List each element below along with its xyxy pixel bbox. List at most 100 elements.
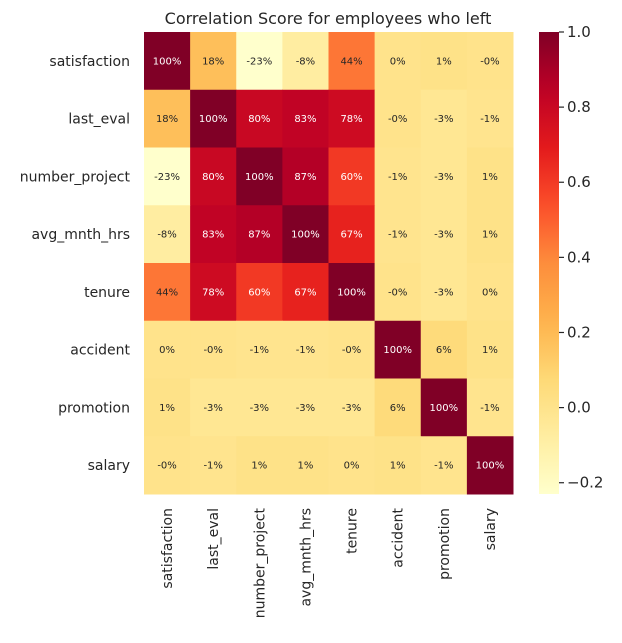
y-tick-label: accident bbox=[70, 343, 130, 359]
x-tick-label: number_project bbox=[252, 507, 268, 618]
cell-annotation: -8% bbox=[157, 230, 176, 241]
heatmap-cell bbox=[420, 205, 468, 264]
x-tick-label: accident bbox=[391, 507, 407, 567]
colorbar-tick-label: −0.2 bbox=[567, 474, 603, 492]
heatmap-cell bbox=[466, 378, 514, 437]
heatmap-cell bbox=[420, 32, 468, 91]
cell-annotation: 6% bbox=[436, 345, 452, 356]
cell-annotation: 87% bbox=[294, 172, 316, 183]
colorbar-ticks: 1.0 0.8 0.6 0.4 0.2 0.0 −0.2 bbox=[559, 23, 603, 492]
heatmap-cell bbox=[190, 147, 237, 206]
y-tick-label: satisfaction bbox=[49, 54, 130, 70]
cell-annotation: -0% bbox=[157, 461, 176, 472]
heatmap-cell bbox=[236, 263, 283, 322]
heatmap-cell bbox=[190, 378, 237, 437]
heatmap-cell bbox=[144, 147, 191, 206]
heatmap-cell bbox=[374, 32, 422, 91]
heatmap-cell bbox=[420, 378, 468, 437]
cell-annotation: -0% bbox=[203, 345, 222, 356]
heatmap-cell bbox=[420, 436, 468, 495]
cell-annotation: 60% bbox=[340, 172, 362, 183]
cell-annotation: -0% bbox=[388, 114, 407, 125]
heatmap-cell bbox=[236, 320, 283, 379]
y-tick-label: tenure bbox=[84, 285, 130, 301]
y-axis-tick-labels: satisfaction last_eval number_project avg_m… bbox=[20, 54, 131, 474]
cell-annotation: 1% bbox=[482, 230, 498, 241]
x-tick-label: last_eval bbox=[206, 508, 222, 570]
cell-annotation: 0% bbox=[482, 287, 498, 298]
heatmap-cell bbox=[144, 320, 191, 379]
heatmap-cell bbox=[190, 205, 237, 264]
heatmap-cell bbox=[374, 205, 422, 264]
heatmap-cell bbox=[466, 320, 514, 379]
heatmap-cell bbox=[282, 205, 329, 264]
colorbar-tick-label: 0.2 bbox=[567, 323, 591, 341]
cell-annotation: 44% bbox=[340, 56, 362, 67]
cell-annotation: 0% bbox=[159, 345, 175, 356]
heatmap-cell bbox=[466, 89, 514, 148]
colorbar-tick-label: 0.4 bbox=[567, 248, 591, 266]
chart-title: Correlation Score for employees who left bbox=[165, 9, 492, 28]
cell-annotation: -3% bbox=[203, 403, 222, 414]
cell-annotation: -3% bbox=[250, 403, 269, 414]
heatmap-cell bbox=[328, 147, 376, 206]
cell-annotation: 60% bbox=[248, 287, 270, 298]
cell-annotation: 18% bbox=[156, 114, 178, 125]
heatmap-cell bbox=[466, 32, 514, 91]
cell-annotation: 0% bbox=[390, 56, 406, 67]
heatmap-cell bbox=[236, 378, 283, 437]
cell-annotation: -3% bbox=[434, 114, 453, 125]
cell-annotation: -3% bbox=[296, 403, 315, 414]
cell-annotation: 80% bbox=[202, 172, 224, 183]
y-tick-label: last_eval bbox=[68, 112, 130, 128]
cell-annotation: -8% bbox=[296, 56, 315, 67]
cell-annotation: -0% bbox=[342, 345, 361, 356]
cell-annotation: 1% bbox=[390, 461, 406, 472]
heatmap-cell bbox=[236, 89, 283, 148]
heatmap-cell bbox=[190, 89, 237, 148]
heatmap-cell bbox=[466, 205, 514, 264]
heatmap-cell bbox=[236, 32, 283, 91]
heatmap-cell bbox=[282, 436, 329, 495]
heatmap-cell bbox=[374, 89, 422, 148]
heatmap-cell bbox=[374, 147, 422, 206]
heatmap-cell bbox=[374, 436, 422, 495]
heatmap-cell bbox=[190, 263, 237, 322]
cell-annotation: 100% bbox=[383, 345, 412, 356]
heatmap-cell bbox=[144, 89, 191, 148]
cell-annotation: 6% bbox=[390, 403, 406, 414]
colorbar-tick-label: 1.0 bbox=[567, 23, 591, 41]
cell-annotation: 1% bbox=[159, 403, 175, 414]
x-axis-tick-labels: satisfaction last_eval number_project avg_m… bbox=[160, 507, 499, 618]
colorbar: 1.0 0.8 0.6 0.4 0.2 0.0 −0.2 bbox=[539, 23, 603, 494]
x-tick-label: satisfaction bbox=[160, 508, 176, 589]
cell-annotation: 87% bbox=[248, 230, 270, 241]
cell-annotation: -3% bbox=[342, 403, 361, 414]
heatmap-cell bbox=[328, 205, 376, 264]
heatmap-cell bbox=[236, 205, 283, 264]
cell-annotation: 1% bbox=[482, 345, 498, 356]
heatmap-cell bbox=[144, 205, 191, 264]
heatmap-cell bbox=[144, 263, 191, 322]
cell-annotation: -23% bbox=[154, 172, 180, 183]
cell-annotation: 1% bbox=[298, 461, 314, 472]
cell-annotation: -3% bbox=[434, 172, 453, 183]
cell-annotation: 100% bbox=[476, 461, 505, 472]
heatmap-cell bbox=[420, 320, 468, 379]
cell-annotation: 1% bbox=[251, 461, 267, 472]
cell-annotation: 1% bbox=[482, 172, 498, 183]
cell-annotation: -1% bbox=[388, 230, 407, 241]
heatmap-cells: 100% 18% -23% -8% 44% 0% 1% -0% 18% 100% 80% 83% 78%… bbox=[144, 32, 514, 495]
heatmap-cell bbox=[466, 147, 514, 206]
heatmap-cell bbox=[144, 32, 191, 91]
heatmap-cell bbox=[144, 378, 191, 437]
heatmap-cell bbox=[144, 436, 191, 495]
heatmap-cell bbox=[282, 320, 329, 379]
heatmap-cell bbox=[282, 147, 329, 206]
heatmap-cell bbox=[328, 378, 376, 437]
heatmap-cell bbox=[282, 263, 329, 322]
x-tick-label: tenure bbox=[345, 508, 361, 554]
heatmap-cell bbox=[466, 436, 514, 495]
cell-annotation: 100% bbox=[199, 114, 228, 125]
